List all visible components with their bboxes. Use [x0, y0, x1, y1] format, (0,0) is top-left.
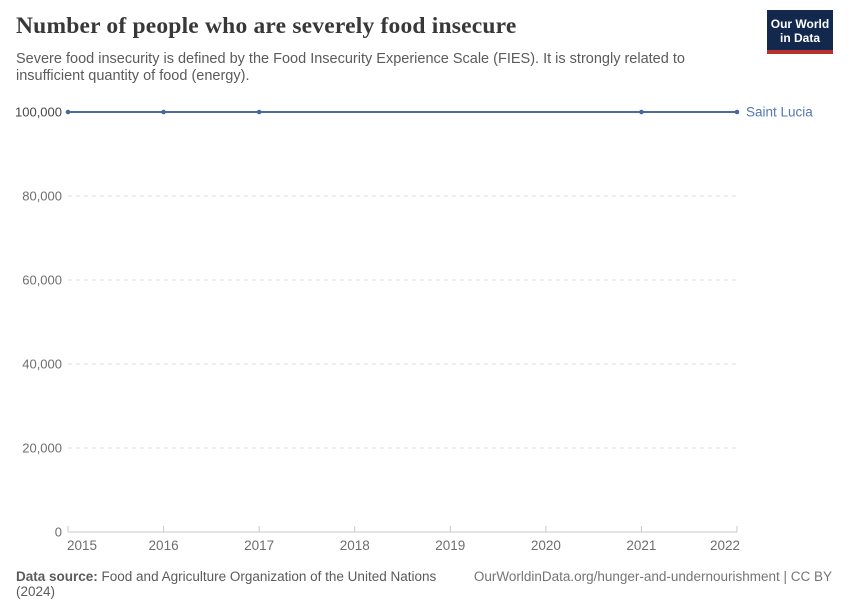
owid-logo: Our World in Data [767, 10, 833, 54]
data-point[interactable] [734, 109, 740, 115]
data-source-text: Food and Agriculture Organization of the… [16, 569, 437, 599]
owid-url-license: OurWorldinData.org/hunger-and-undernouri… [473, 569, 832, 584]
chart-title: Number of people who are severely food i… [16, 13, 517, 39]
x-tick-label: 2015 [67, 538, 97, 553]
owid-logo-line1: Our World [770, 17, 830, 31]
x-tick-label: 2022 [710, 538, 740, 553]
data-point[interactable] [161, 109, 166, 115]
chart-footer: Data source: Food and Agriculture Organi… [16, 569, 832, 599]
x-tick-label: 2017 [244, 538, 274, 553]
chart-subtitle: Severe food insecurity is defined by the… [16, 51, 685, 85]
data-point[interactable] [639, 109, 644, 115]
y-tick-label: 40,000 [22, 357, 62, 372]
entity-label[interactable]: Saint Lucia [746, 105, 813, 120]
x-tick-label: 2018 [340, 538, 370, 553]
data-point[interactable] [256, 109, 262, 115]
owid-logo-line2: in Data [779, 31, 820, 45]
y-tick-label: 0 [55, 525, 62, 540]
x-tick-label: 2020 [531, 538, 561, 553]
data-source-note: Data source: Food and Agriculture Organi… [16, 569, 474, 599]
data-point[interactable] [65, 109, 71, 115]
y-tick-label: 100,000 [15, 105, 62, 120]
x-tick-label: 2019 [435, 538, 465, 553]
x-tick-label: 2016 [149, 538, 179, 553]
y-tick-label: 20,000 [22, 441, 62, 456]
x-tick-label: 2021 [626, 538, 656, 553]
data-source-label: Data source: [16, 569, 98, 584]
y-tick-label: 80,000 [22, 189, 62, 204]
y-tick-label: 60,000 [22, 273, 62, 288]
